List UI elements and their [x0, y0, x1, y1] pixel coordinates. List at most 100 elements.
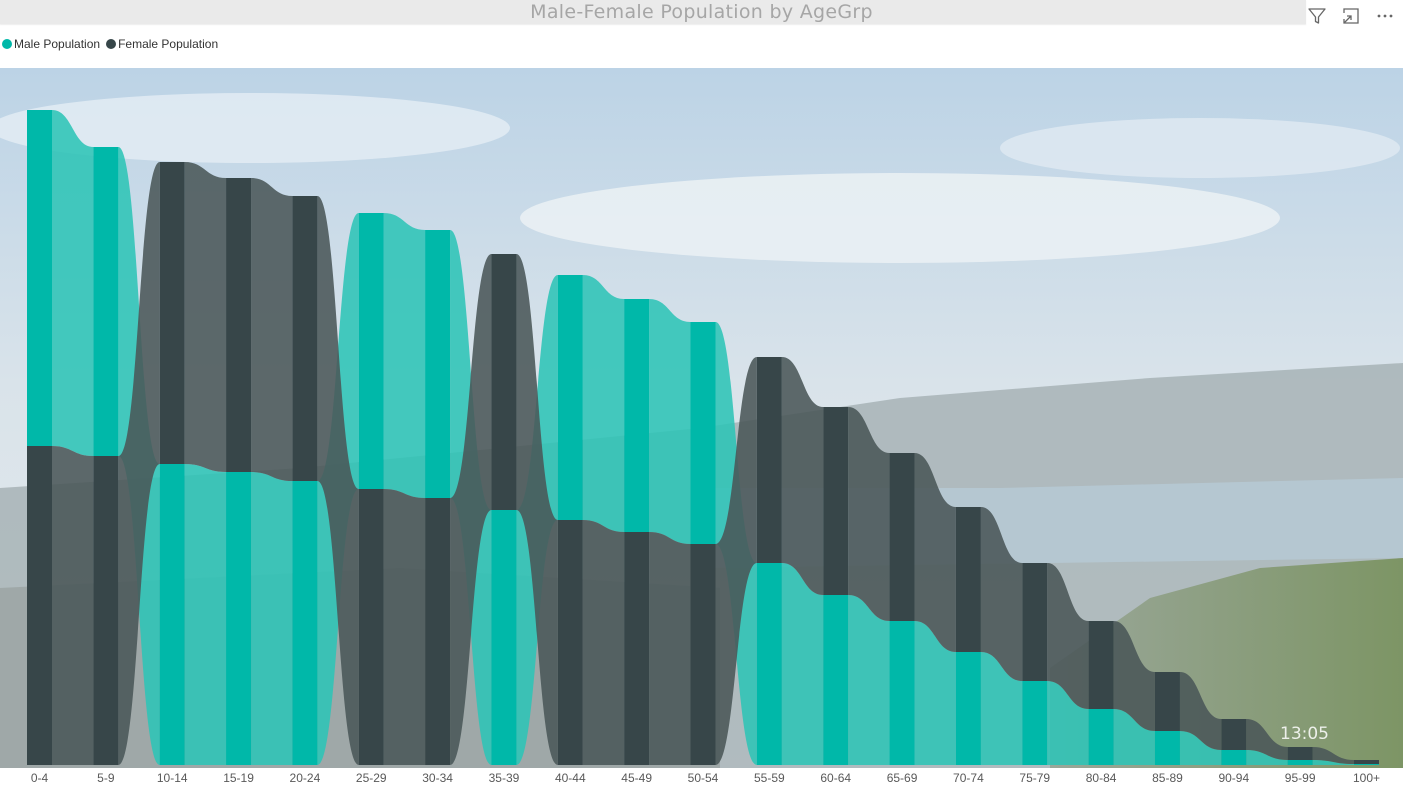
bar-male-40-44[interactable] [557, 275, 583, 520]
ribbon-male-40-44 [582, 275, 625, 532]
bar-female-55-59[interactable] [756, 357, 782, 563]
ribbon-female-75-79 [1047, 563, 1089, 709]
ribbon-male-65-69 [914, 621, 956, 765]
bar-female-0-4[interactable] [27, 446, 52, 765]
x-axis-label-95-99: 95-99 [1285, 771, 1316, 785]
ribbon-female-0-4 [52, 446, 94, 765]
x-axis-label-80-84: 80-84 [1086, 771, 1117, 785]
ribbon-male-55-59 [781, 563, 824, 765]
x-axis-label-5-9: 5-9 [97, 771, 115, 785]
bar-female-20-24[interactable] [292, 196, 318, 481]
bar-male-50-54[interactable] [690, 322, 716, 544]
ribbon-female-80-84 [1113, 621, 1155, 731]
photo-timestamp: 13:05 [1280, 724, 1329, 744]
x-axis-label-40-44: 40-44 [555, 771, 586, 785]
ribbon-female-85-89 [1179, 672, 1222, 750]
x-axis-label-50-54: 50-54 [688, 771, 719, 785]
legend-marker-male [2, 39, 12, 49]
x-axis-label-25-29: 25-29 [356, 771, 387, 785]
bar-male-5-9[interactable] [93, 147, 119, 456]
bar-male-70-74[interactable] [955, 652, 981, 765]
bar-female-65-69[interactable] [889, 453, 915, 621]
bar-female-85-89[interactable] [1154, 672, 1180, 731]
ribbon-female-70-74 [980, 507, 1023, 681]
ribbon-male-75-79 [1047, 681, 1089, 765]
bar-female-35-39[interactable] [491, 254, 517, 510]
x-axis-label-70-74: 70-74 [953, 771, 984, 785]
ribbon-female-20-24 [317, 196, 359, 765]
bar-male-85-89[interactable] [1154, 731, 1180, 765]
bar-male-75-79[interactable] [1022, 681, 1048, 765]
bar-male-20-24[interactable] [292, 481, 318, 765]
bar-male-100+[interactable] [1354, 764, 1379, 765]
bar-female-5-9[interactable] [93, 456, 119, 765]
plot-area: 13:05 [0, 68, 1403, 768]
ribbon-female-40-44 [582, 520, 625, 765]
ribbon-female-95-99 [1312, 747, 1354, 764]
x-axis-label-45-49: 45-49 [621, 771, 652, 785]
ribbon-male-0-4 [52, 110, 94, 456]
legend: Male Population Female Population [2, 37, 224, 51]
bar-male-60-64[interactable] [823, 595, 849, 765]
bar-male-25-29[interactable] [358, 213, 384, 489]
bar-female-95-99[interactable] [1287, 747, 1313, 760]
bar-male-80-84[interactable] [1088, 709, 1114, 765]
bar-female-25-29[interactable] [358, 489, 384, 765]
bar-male-35-39[interactable] [491, 510, 517, 765]
legend-item-male[interactable]: Male Population [2, 37, 100, 51]
bar-female-10-14[interactable] [159, 162, 185, 464]
bar-male-45-49[interactable] [624, 299, 650, 532]
more-options-icon[interactable] [1373, 4, 1397, 28]
focus-mode-icon[interactable] [1339, 4, 1363, 28]
ribbon-female-15-19 [251, 178, 293, 481]
x-axis-label-55-59: 55-59 [754, 771, 785, 785]
bar-female-75-79[interactable] [1022, 563, 1048, 681]
bar-male-0-4[interactable] [27, 110, 52, 446]
bar-male-10-14[interactable] [159, 464, 185, 765]
ribbon-male-70-74 [980, 652, 1023, 765]
ribbon-female-55-59 [781, 357, 824, 595]
ribbon-male-90-94 [1246, 750, 1288, 765]
x-axis-label-65-69: 65-69 [887, 771, 918, 785]
x-axis-label-15-19: 15-19 [223, 771, 254, 785]
x-axis-label-85-89: 85-89 [1152, 771, 1183, 785]
x-axis-label-75-79: 75-79 [1019, 771, 1050, 785]
chart-title: Male-Female Population by AgeGrp [530, 1, 873, 23]
legend-item-female[interactable]: Female Population [106, 37, 218, 51]
filter-icon[interactable] [1305, 4, 1329, 28]
ribbon-chart [27, 110, 1379, 765]
ribbon-male-25-29 [383, 213, 426, 498]
bar-female-15-19[interactable] [226, 178, 252, 472]
bar-male-95-99[interactable] [1287, 760, 1313, 765]
bar-female-60-64[interactable] [823, 407, 849, 595]
ribbon-female-35-39 [516, 254, 558, 765]
ribbon-female-50-54 [715, 357, 757, 765]
legend-label-male: Male Population [14, 37, 101, 51]
bar-female-40-44[interactable] [557, 520, 583, 765]
x-axis [0, 68, 1403, 768]
bar-female-80-84[interactable] [1088, 621, 1114, 709]
bar-female-70-74[interactable] [955, 507, 981, 652]
ribbon-male-45-49 [649, 299, 691, 544]
x-axis-label-20-24: 20-24 [290, 771, 321, 785]
bar-male-65-69[interactable] [889, 621, 915, 765]
ribbon-female-90-94 [1246, 719, 1288, 760]
bar-male-90-94[interactable] [1221, 750, 1247, 765]
ribbon-male-80-84 [1113, 709, 1155, 765]
ribbon-male-15-19 [251, 472, 293, 765]
bar-female-50-54[interactable] [690, 544, 716, 765]
title-bar [0, 0, 1306, 24]
ribbon-female-65-69 [914, 453, 956, 652]
bar-female-45-49[interactable] [624, 532, 650, 765]
bar-female-30-34[interactable] [425, 498, 451, 765]
bar-female-90-94[interactable] [1221, 719, 1247, 750]
ribbon-male-95-99 [1312, 760, 1354, 765]
bar-female-100+[interactable] [1354, 760, 1379, 764]
ribbon-female-5-9 [118, 162, 160, 765]
bar-male-15-19[interactable] [226, 472, 252, 765]
legend-marker-female [106, 39, 117, 49]
bar-male-55-59[interactable] [756, 563, 782, 765]
bar-male-30-34[interactable] [425, 230, 451, 498]
x-axis-label-100+: 100+ [1353, 771, 1380, 785]
ribbon-female-45-49 [649, 532, 691, 765]
